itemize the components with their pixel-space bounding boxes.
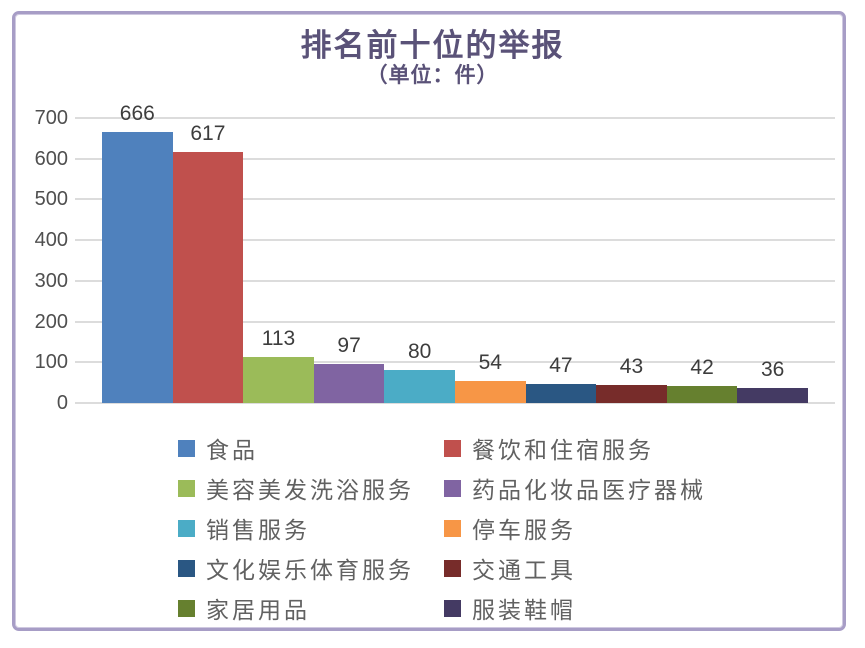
bar-药品化妆品医疗器械 [313, 363, 385, 403]
bar-value-label: 113 [261, 326, 296, 350]
gridline [75, 198, 835, 201]
legend: 食品 餐饮和住宿服务美容美发洗浴服务 药品化妆品医疗器械销售服务 停车服务文化娱乐体育… [178, 430, 738, 630]
bar-美容美发洗浴服务 [243, 356, 314, 403]
bar-value-label: 80 [408, 340, 432, 364]
legend-label: 药品化妆品医疗器械 [472, 478, 706, 503]
legend-label: 文化娱乐体育服务 [206, 558, 414, 583]
gridline [75, 157, 835, 160]
legend-swatch [444, 519, 461, 537]
legend-swatch [178, 439, 195, 457]
legend-item: 家居用品 [178, 594, 310, 623]
bar-交通工具 [596, 385, 667, 403]
legend-item: 交通工具 [444, 554, 576, 583]
legend-item: 服装鞋帽 [444, 594, 576, 623]
legend-label: 食品 [206, 438, 258, 463]
legend-item: 餐饮和住宿服务 [444, 434, 654, 463]
legend-item: 药品化妆品医疗器械 [444, 474, 706, 503]
bar-文化娱乐体育服务 [525, 383, 597, 403]
legend-swatch [178, 519, 195, 537]
gridline [75, 279, 835, 282]
legend-swatch [178, 559, 195, 577]
chart-subtitle: （单位：件） [366, 63, 499, 87]
y-axis-tick-label: 0 [56, 392, 68, 414]
bar-食品 [102, 131, 173, 403]
y-axis-tick-label: 400 [34, 229, 68, 252]
gridline [75, 361, 835, 364]
bar-销售服务 [384, 370, 455, 403]
y-axis-tick-label: 500 [34, 188, 68, 211]
gridline [75, 117, 835, 119]
bar-餐饮和住宿服务 [172, 151, 244, 403]
legend-label: 交通工具 [472, 558, 576, 583]
chart-title: 排名前十位的举报 [300, 28, 565, 63]
legend-swatch [444, 439, 461, 457]
legend-swatch [444, 559, 461, 577]
legend-item: 文化娱乐体育服务 [178, 554, 414, 583]
bar-value-label: 42 [690, 355, 714, 379]
legend-label: 餐饮和住宿服务 [472, 438, 654, 463]
legend-swatch [444, 599, 461, 617]
bar-value-label: 36 [761, 358, 785, 382]
bar-value-label: 617 [190, 121, 226, 145]
legend-swatch [444, 479, 461, 497]
legend-label: 销售服务 [206, 518, 310, 543]
y-axis-tick-label: 200 [34, 310, 68, 333]
y-axis-tick-label: 100 [34, 351, 68, 374]
bar-value-label: 97 [337, 333, 361, 357]
gridline [75, 402, 835, 404]
legend-swatch [178, 479, 195, 497]
legend-item: 食品 [178, 434, 258, 463]
gridline [75, 320, 835, 323]
bar-停车服务 [455, 381, 526, 403]
legend-item: 销售服务 [178, 514, 310, 543]
bar-value-label: 666 [119, 101, 155, 125]
legend-label: 美容美发洗浴服务 [206, 478, 414, 503]
legend-item: 停车服务 [444, 514, 576, 543]
y-axis-tick-label: 300 [34, 269, 68, 292]
bar-value-label: 43 [619, 355, 644, 379]
legend-swatch [178, 599, 195, 617]
legend-item: 美容美发洗浴服务 [178, 474, 414, 503]
gridline [75, 239, 835, 242]
bar-服装鞋帽 [737, 388, 808, 403]
y-axis-tick-label: 600 [34, 147, 68, 170]
bar-value-label: 47 [549, 353, 573, 377]
legend-label: 家居用品 [206, 598, 310, 623]
y-axis-tick-label: 700 [34, 107, 68, 129]
chart-border-frame [12, 11, 846, 631]
legend-label: 停车服务 [472, 518, 576, 543]
bar-value-label: 54 [478, 351, 502, 374]
bar-家居用品 [666, 385, 738, 403]
legend-label: 服装鞋帽 [472, 598, 576, 623]
